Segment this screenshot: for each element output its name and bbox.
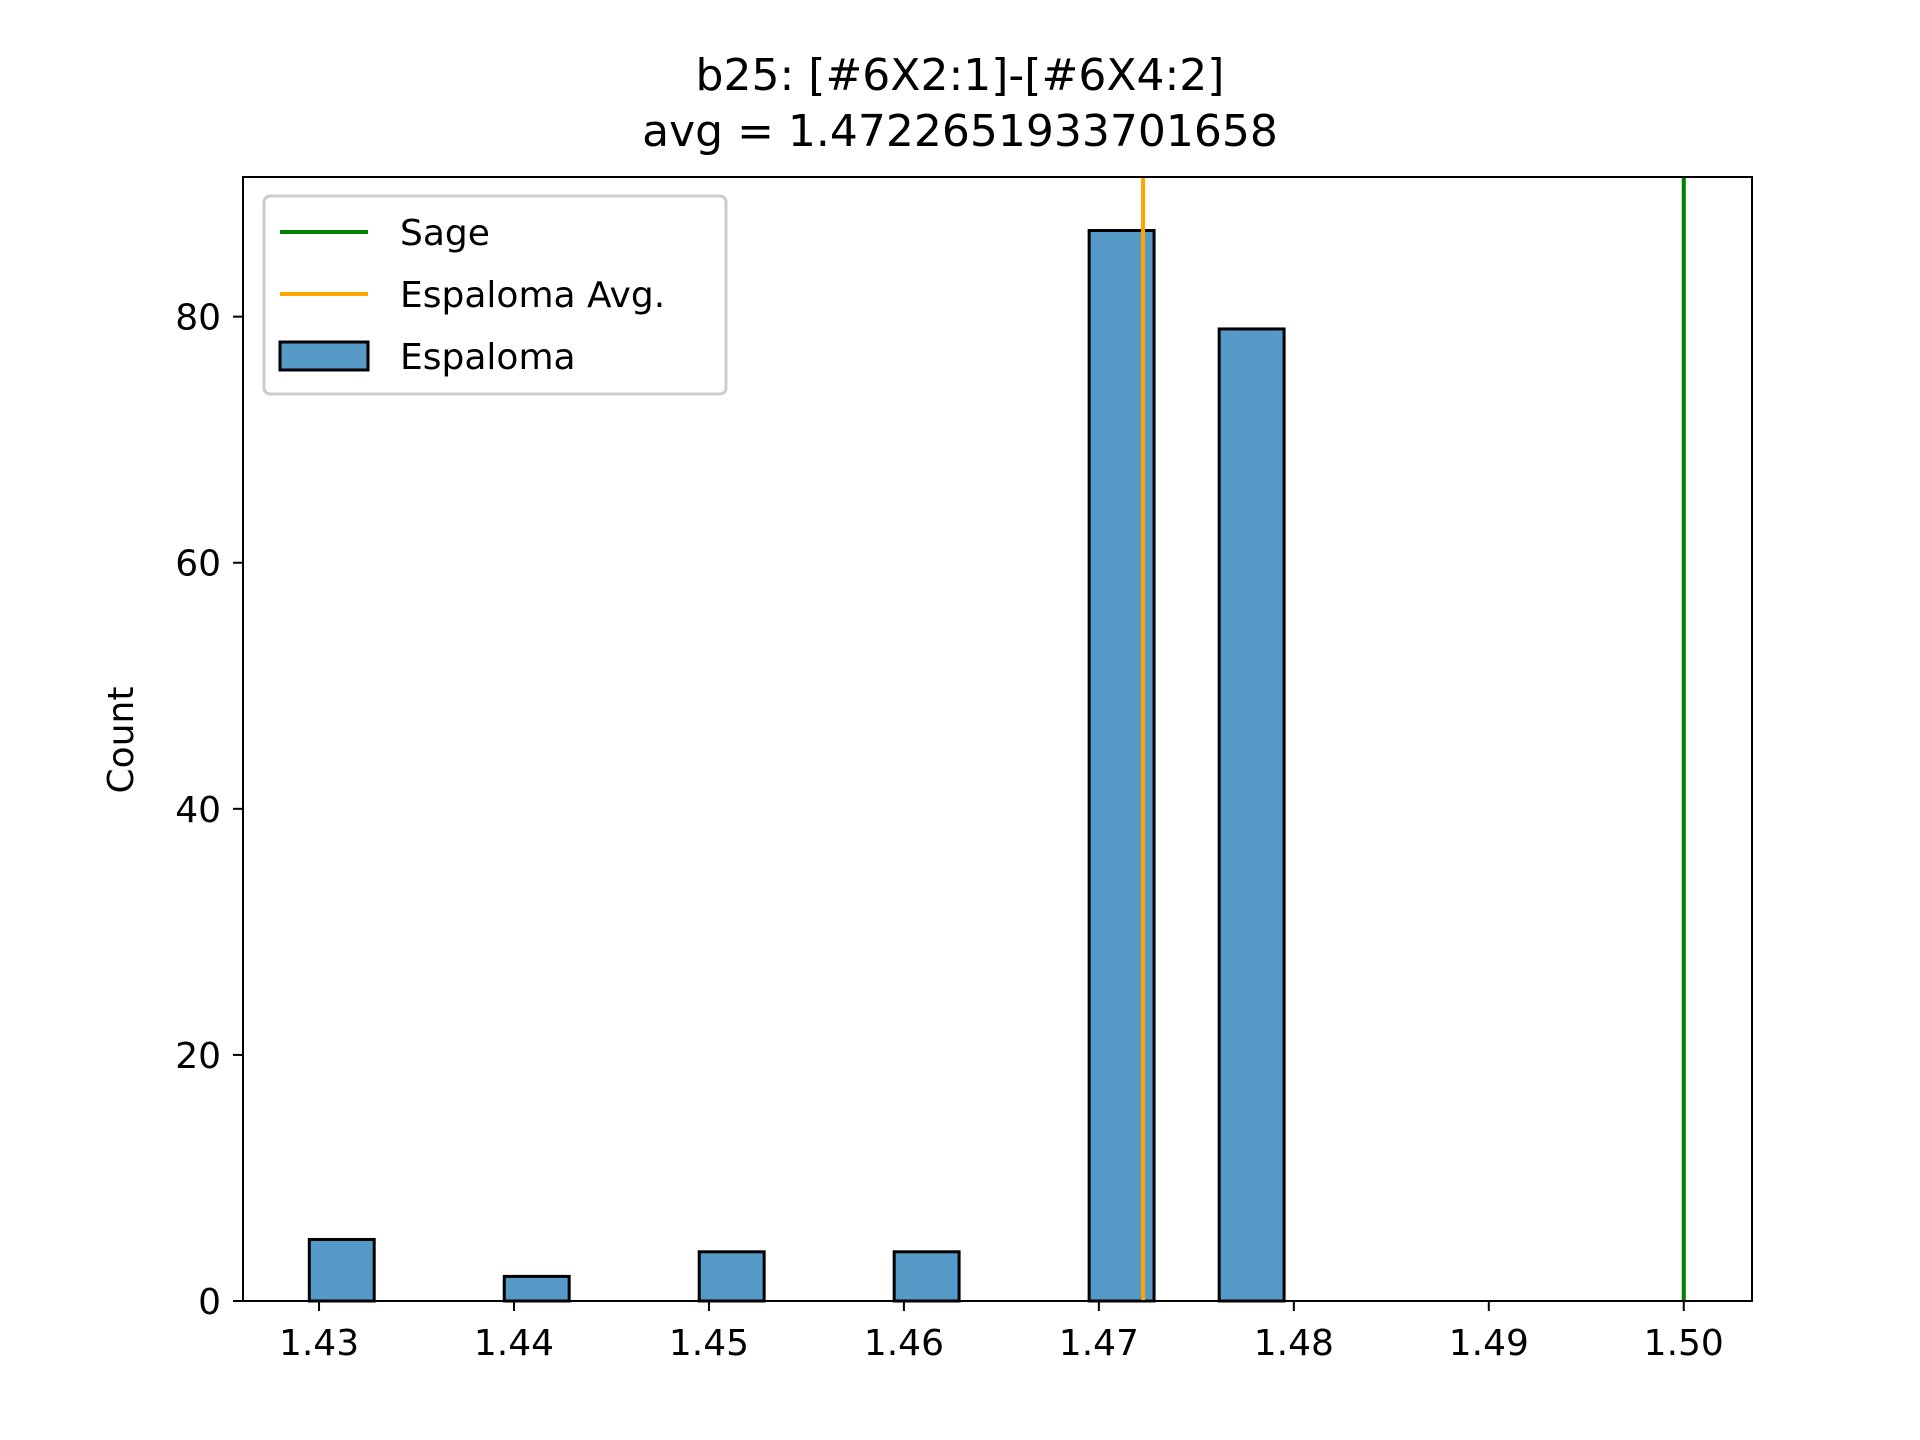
x-tick-label: 1.48 xyxy=(1254,1323,1334,1364)
chart-subtitle: avg = 1.4722651933701658 xyxy=(642,106,1278,157)
y-tick-label: 40 xyxy=(175,790,221,831)
x-tick-label: 1.47 xyxy=(1059,1323,1139,1364)
y-tick-label: 80 xyxy=(175,298,221,339)
y-tick-label: 20 xyxy=(175,1036,221,1077)
histogram-bar xyxy=(1217,327,1286,1303)
legend-patch-swatch xyxy=(278,340,370,372)
chart-title: b25: [#6X2:1]-[#6X4:2] xyxy=(695,50,1225,101)
x-tick-label: 1.50 xyxy=(1644,1323,1724,1364)
histogram-bar xyxy=(307,1237,376,1303)
legend-label: Sage xyxy=(400,213,490,254)
y-tick-label: 60 xyxy=(175,544,221,585)
legend-label: Espaloma Avg. xyxy=(400,275,665,316)
x-tick-label: 1.49 xyxy=(1449,1323,1529,1364)
y-axis-label: Count xyxy=(101,687,142,794)
x-tick-label: 1.46 xyxy=(864,1323,944,1364)
axes-frame xyxy=(242,176,1753,1302)
x-tick-label: 1.43 xyxy=(279,1323,359,1364)
histogram-bar xyxy=(502,1274,571,1303)
histogram-bar xyxy=(697,1250,766,1303)
x-tick-label: 1.45 xyxy=(669,1323,749,1364)
legend-label: Espaloma xyxy=(400,337,576,378)
y-tick-label: 0 xyxy=(198,1282,221,1323)
legend-box xyxy=(262,194,728,396)
histogram-bar xyxy=(892,1250,961,1303)
x-tick-label: 1.44 xyxy=(474,1323,554,1364)
